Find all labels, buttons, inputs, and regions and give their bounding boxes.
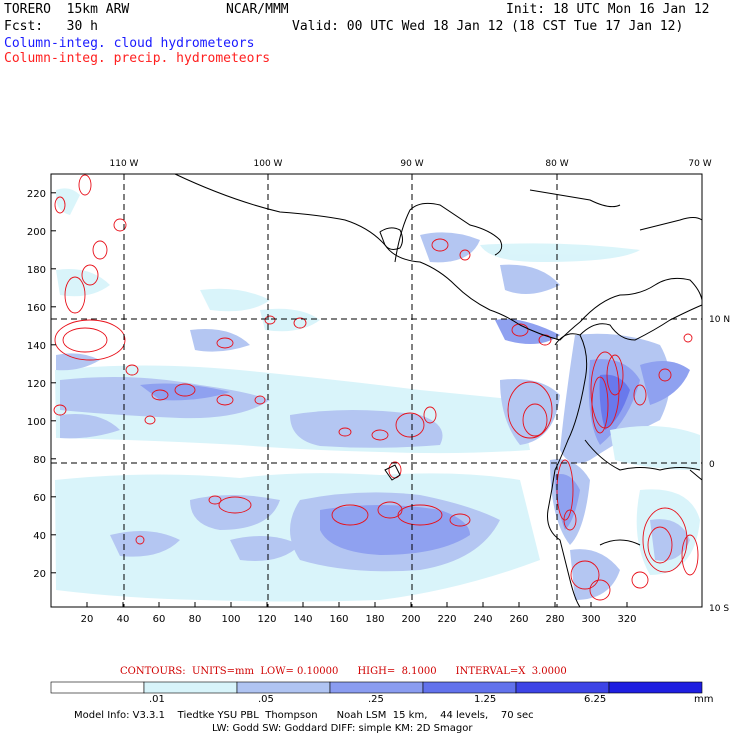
legend-swatch — [422, 681, 517, 694]
precip-contours — [53, 174, 699, 601]
x-tick-label: 160 — [329, 614, 348, 625]
x-tick-label: 60 — [153, 614, 166, 625]
lat-label-0: 0 — [709, 460, 715, 470]
model-info-line1: Model Info: V3.3.1 Tiedtke YSU PBL Thomp… — [74, 710, 534, 721]
cloud-field-label: Column-integ. cloud hydrometeors — [4, 36, 255, 51]
legend-swatch — [236, 681, 331, 694]
legend-swatch — [50, 681, 145, 694]
x-tick-label: 200 — [401, 614, 420, 625]
model-info-line2: LW: Godd SW: Goddard DIFF: simple KM: 2D… — [212, 723, 473, 734]
y-tick-label: 80 — [33, 455, 46, 466]
x-tick-label: 220 — [437, 614, 456, 625]
init-time: Init: 18 UTC Mon 16 Jan 12 — [506, 2, 710, 17]
axis-ticks — [51, 192, 628, 607]
x-tick-label: 100 — [221, 614, 240, 625]
y-tick-label: 100 — [27, 417, 46, 428]
y-tick-label: 180 — [27, 265, 46, 276]
lon-label-80w: 80 W — [545, 159, 568, 169]
legend-value-001: .01 — [149, 694, 165, 705]
x-tick-label: 120 — [257, 614, 276, 625]
x-tick-label: 240 — [473, 614, 492, 625]
y-tick-label: 20 — [33, 569, 46, 580]
legend-swatch — [143, 681, 238, 694]
y-tick-labels: 20 40 60 80 100 120 140 160 180 200 220 — [27, 189, 46, 580]
y-tick-label: 120 — [27, 379, 46, 390]
legend-value-005: .05 — [258, 694, 274, 705]
valid-time: Valid: 00 UTC Wed 18 Jan 12 (18 CST Tue … — [292, 19, 684, 34]
x-tick-label: 320 — [617, 614, 636, 625]
x-tick-label: 300 — [581, 614, 600, 625]
legend-swatch — [515, 681, 610, 694]
y-tick-label: 60 — [33, 493, 46, 504]
y-tick-label: 140 — [27, 341, 46, 352]
x-tick-label: 180 — [365, 614, 384, 625]
lon-label-110w: 110 W — [110, 159, 139, 169]
precip-field-label: Column-integ. precip. hydrometeors — [4, 51, 271, 66]
legend-value-625: 6.25 — [584, 694, 607, 705]
legend-value-125: 1.25 — [474, 694, 497, 705]
plot-frame — [50, 173, 703, 608]
y-tick-label: 200 — [27, 227, 46, 238]
forecast-hour: Fcst: 30 h — [4, 19, 98, 34]
lat-label-10s: 10 S — [709, 604, 729, 614]
lon-label-100w: 100 W — [254, 159, 283, 169]
y-tick-label: 160 — [27, 303, 46, 314]
contour-info: CONTOURS: UNITS=mm LOW= 0.10000 HIGH= 8.… — [120, 666, 567, 677]
x-tick-label: 20 — [81, 614, 94, 625]
legend-swatch — [608, 681, 703, 694]
lat-label-10n: 10 N — [709, 315, 730, 325]
x-tick-label: 40 — [117, 614, 130, 625]
legend-unit: mm — [694, 694, 714, 705]
y-tick-label: 40 — [33, 531, 46, 542]
graticule — [51, 174, 702, 607]
legend-swatch — [329, 681, 424, 694]
color-legend-bar — [50, 681, 703, 694]
x-tick-label: 260 — [509, 614, 528, 625]
lon-label-90w: 90 W — [400, 159, 423, 169]
x-tick-label: 280 — [545, 614, 564, 625]
y-tick-label: 220 — [27, 189, 46, 200]
x-tick-label: 80 — [189, 614, 202, 625]
x-tick-labels: 20 40 60 80 100 120 140 160 180 200 220 240 260 280 30… — [81, 614, 637, 625]
model-title: TORERO 15km ARW — [4, 2, 130, 17]
lon-label-70w: 70 W — [688, 159, 711, 169]
org-label: NCAR/MMM — [226, 2, 289, 17]
x-tick-label: 140 — [293, 614, 312, 625]
coastlines — [174, 173, 703, 608]
legend-value-025: .25 — [368, 694, 384, 705]
